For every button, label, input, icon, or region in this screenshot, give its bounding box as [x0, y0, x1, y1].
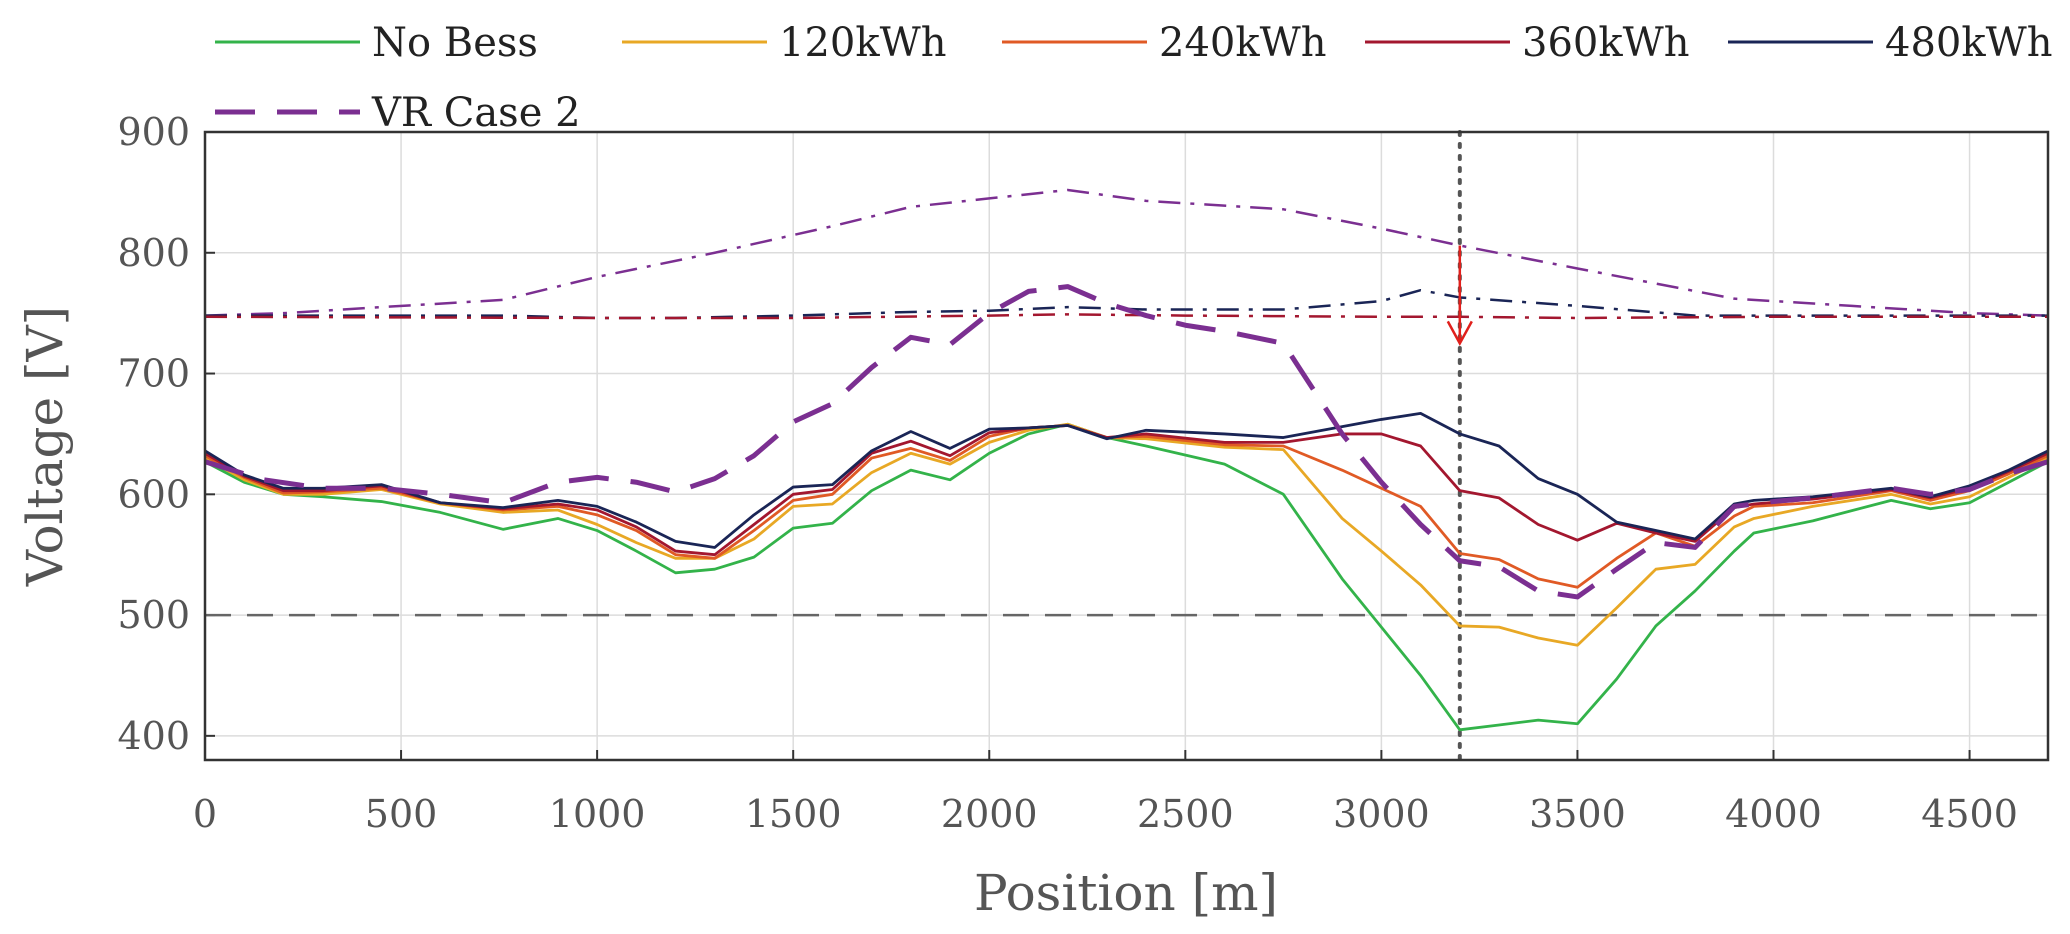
y-tick-labels: 400 500 600 700 800 900 [117, 110, 190, 758]
aux-line-vr-case-2-dash-dot [204, 188, 2049, 317]
reference-lines [205, 130, 2048, 762]
grid [204, 131, 2048, 760]
legend: No Bess 120kWh 240kWh 360kWh 480kWh VR Case 2 [215, 20, 2052, 136]
legend-label-no-bess: No Bess [372, 20, 538, 66]
series-line-480kwh [204, 411, 2049, 549]
aux-line-360kwh-dash-dot [204, 313, 2048, 320]
legend-label-vr-case-2: VR Case 2 [371, 90, 581, 136]
legend-label-240kwh: 240kWh [1159, 20, 1326, 66]
legend-label-480kwh: 480kWh [1885, 20, 2052, 66]
x-tick-label: 2500 [1137, 792, 1234, 836]
plot-frame [203, 130, 2050, 762]
y-tick-label: 800 [117, 231, 190, 275]
series-line-no-bess [204, 422, 2049, 732]
series-line-120kwh [204, 422, 2049, 647]
x-tick-label: 500 [365, 792, 438, 836]
legend-label-360kwh: 360kWh [1522, 20, 1689, 66]
annotations [1446, 245, 1473, 346]
y-tick-label: 900 [117, 110, 190, 154]
x-tick-label: 4000 [1725, 792, 1822, 836]
x-tick-labels: 0 500 1000 1500 2000 2500 3000 3500 4000 4500 [193, 792, 2018, 836]
y-tick-label: 500 [117, 593, 190, 637]
y-tick-label: 700 [117, 352, 190, 396]
y-tick-label: 400 [117, 714, 190, 758]
y-axis-title: Voltage [V] [16, 306, 74, 587]
x-tick-label: 1000 [549, 792, 646, 836]
x-tick-label: 2000 [941, 792, 1038, 836]
aux-line-480kwh-dash-dot [205, 288, 2048, 320]
x-tick-label: 3000 [1333, 792, 1430, 836]
y-tick-label: 600 [117, 472, 190, 516]
annotation-arrow-head [1446, 320, 1473, 346]
series-line-vr-case-2 [204, 284, 2049, 600]
x-axis-title: Position [m] [974, 864, 1278, 922]
x-tick-label: 3500 [1529, 792, 1626, 836]
auxiliary-lines [204, 188, 2049, 320]
x-tick-label: 1500 [745, 792, 842, 836]
series-line-360kwh [204, 424, 2049, 557]
series-lines [204, 284, 2049, 732]
legend-label-120kwh: 120kWh [779, 20, 946, 66]
x-tick-label: 0 [193, 792, 217, 836]
x-tick-label: 4500 [1921, 792, 2018, 836]
